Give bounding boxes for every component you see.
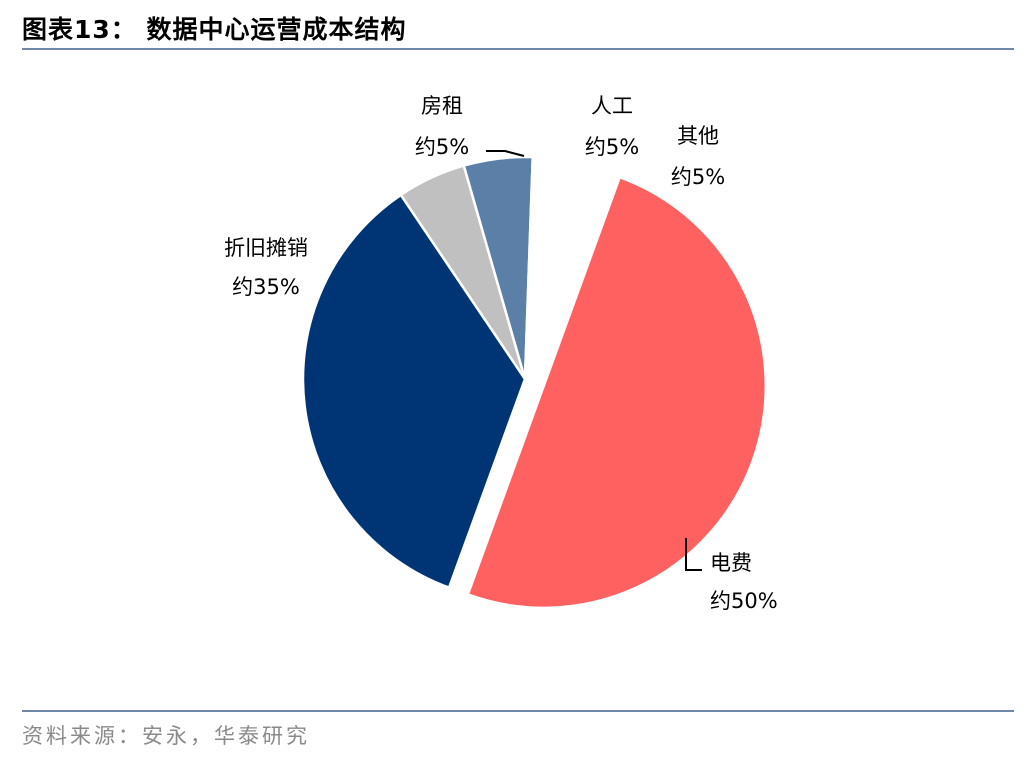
footer-rule <box>22 710 1014 712</box>
pie-slice-1 <box>301 193 527 590</box>
pie-slice-0 <box>466 175 767 609</box>
leader-line-0 <box>685 538 702 571</box>
pie-slice-4 <box>523 155 603 380</box>
slice-label-value-4: 约5% <box>671 165 725 189</box>
slice-label-name-4: 其他 <box>677 124 719 148</box>
slice-label-value-2: 约5% <box>415 135 469 159</box>
leader-line-2 <box>486 150 525 157</box>
slice-label-value-0: 约50% <box>710 589 778 613</box>
slice-label-value-3: 约5% <box>585 135 639 159</box>
slice-label-name-0: 电费 <box>710 551 752 575</box>
slice-label-name-2: 房租 <box>421 94 463 118</box>
pie-slices <box>301 155 767 609</box>
source-note: 资料来源：安永，华泰研究 <box>22 724 310 748</box>
chart-title: 图表13： 数据中心运营成本结构 <box>22 15 407 44</box>
slice-label-value-1: 约35% <box>232 275 300 299</box>
slice-label-name-3: 人工 <box>591 94 633 118</box>
slice-label-name-1: 折旧摊销 <box>224 236 308 260</box>
leader-lines <box>486 150 702 571</box>
header-rule <box>22 48 1014 50</box>
